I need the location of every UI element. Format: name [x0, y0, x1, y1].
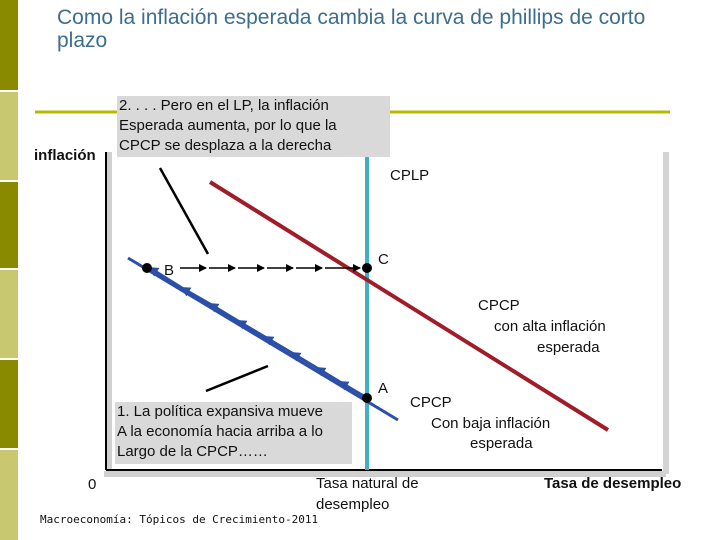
y-axis-label: inflación [34, 147, 96, 164]
curve-arrow [180, 286, 211, 306]
sr-high-label: con alta inflación [494, 318, 606, 335]
point-a-label: A [378, 380, 389, 397]
stripe-light [0, 270, 18, 358]
point-c [362, 263, 372, 273]
callout-top-line: CPCP se desplaza a la derecha [119, 137, 332, 154]
sr-high-label: CPCP [478, 297, 520, 314]
callout-bottom-line: A la economía hacia arriba a lo [117, 423, 323, 440]
curve-arrow [290, 351, 318, 370]
stripe-dark [0, 0, 18, 90]
callout-bottom: 1. La política expansiva mueve A la econ… [115, 402, 352, 464]
natural-rate-label: Tasa natural de [316, 475, 419, 492]
point-b-label: B [164, 262, 175, 279]
callout-bottom-line: Largo de la CPCP…… [117, 443, 268, 460]
curve-arrow [208, 302, 239, 323]
lr-curve-label: CPLP [390, 167, 430, 184]
curve-arrow [148, 266, 183, 290]
callout-top-line: 2. . . . Pero en el LP, la inflación [119, 97, 329, 114]
point-a [362, 393, 372, 403]
origin-label: 0 [88, 476, 97, 493]
curve-arrow [338, 380, 368, 400]
x-axis-label: Tasa de desempleo [544, 475, 682, 492]
natural-rate-label: desempleo [316, 496, 390, 513]
sr-low-label: esperada [470, 435, 533, 452]
callout-pointer-top [158, 167, 210, 255]
callout-bottom-line: 1. La política expansiva mueve [117, 403, 323, 420]
slide-footer: Macroeconomía: Tópicos de Crecimiento-20… [40, 513, 319, 526]
curve-arrow [315, 366, 341, 384]
stripe-dark [0, 182, 18, 268]
curve-arrow [263, 335, 293, 355]
stripe-light [0, 450, 18, 540]
sr-curve-high-inflation [208, 180, 610, 432]
sr-high-label: esperada [537, 339, 600, 356]
stripe-light [0, 92, 18, 180]
callout-top: 2. . . . Pero en el LP, la inflación Esp… [117, 96, 390, 157]
curve-arrow [236, 319, 266, 339]
slide-title: Como la inflación esperada cambia la cur… [57, 6, 646, 52]
sr-curve-low-inflation [127, 256, 399, 422]
point-b [142, 263, 152, 273]
callout-top-line: Esperada aumenta, por lo que la [119, 117, 337, 134]
point-c-label: C [378, 251, 389, 268]
sr-low-label: Con baja inflación [431, 415, 551, 432]
callout-pointer-bottom [205, 364, 269, 393]
sr-low-label: CPCP [410, 394, 452, 411]
stripe-dark [0, 360, 18, 448]
